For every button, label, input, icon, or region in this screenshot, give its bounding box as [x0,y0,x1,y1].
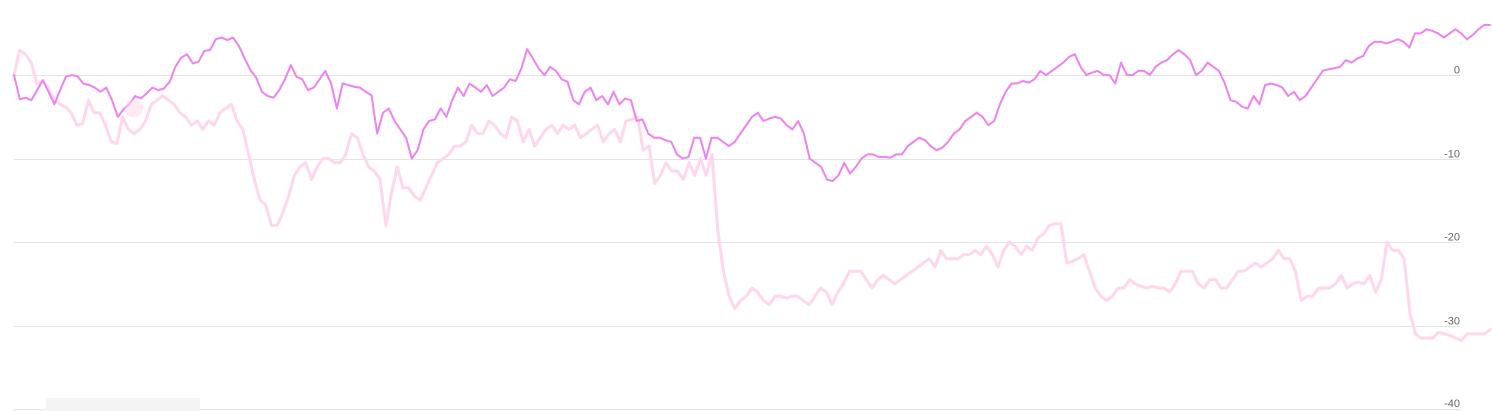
y-tick-label: -10 [1444,149,1460,161]
y-tick-label: -40 [1444,398,1460,410]
y-axis-tick-labels: 0 -10 -20 -30 -40 [1444,65,1460,411]
hover-marker-layer [125,99,144,118]
y-tick-label: -30 [1444,316,1460,328]
gridlines [14,75,1460,410]
series-line-1[interactable] [13,24,1491,183]
y-tick-label: 0 [1454,65,1460,77]
series-layer [12,24,1492,343]
scrollbar-track[interactable] [46,398,200,411]
series-line-2[interactable] [12,48,1492,343]
hover-marker [125,99,144,118]
y-tick-label: -20 [1444,232,1460,244]
